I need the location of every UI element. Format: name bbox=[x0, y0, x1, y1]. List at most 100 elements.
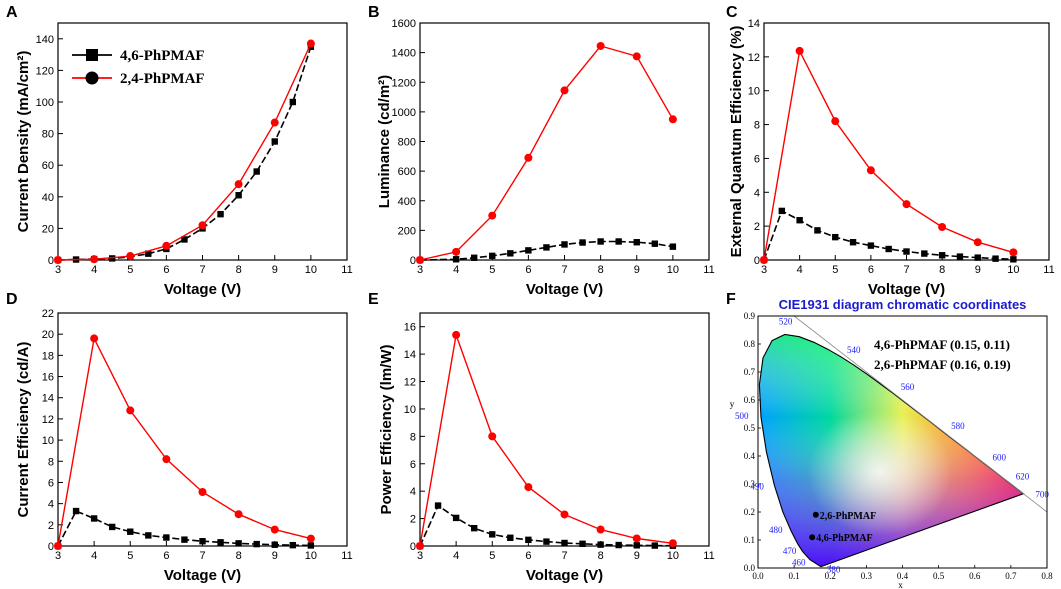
x-tick-label: 3 bbox=[55, 264, 61, 276]
x-tick-label: 11 bbox=[341, 264, 352, 276]
y-tick-label: 1400 bbox=[392, 48, 416, 60]
data-point-circle bbox=[760, 256, 768, 264]
panel-letter: D bbox=[6, 291, 18, 308]
data-point-circle bbox=[632, 534, 641, 543]
wavelength-label: 700 bbox=[1035, 490, 1049, 500]
data-point-circle bbox=[831, 117, 840, 126]
series-a bbox=[54, 507, 315, 550]
x-tick-label: 4 bbox=[91, 264, 97, 276]
data-point-square bbox=[992, 255, 999, 262]
data-point-circle bbox=[452, 330, 461, 339]
y-tick-label: 1000 bbox=[392, 107, 416, 119]
data-point-circle bbox=[270, 118, 279, 127]
x-tick-label: 7 bbox=[561, 264, 567, 276]
x-tick-label: 7 bbox=[561, 550, 567, 562]
data-point-square bbox=[289, 541, 297, 549]
data-point-square bbox=[489, 531, 496, 538]
x-tick-label: 7 bbox=[199, 550, 205, 562]
y-tick-label: 18 bbox=[42, 350, 54, 362]
x-tick-label: 4 bbox=[797, 264, 803, 276]
data-point-square bbox=[217, 539, 224, 546]
data-point-square bbox=[289, 98, 297, 106]
x-axis-label: Voltage (V) bbox=[164, 567, 241, 584]
y-tick-label: 10 bbox=[42, 435, 54, 447]
data-point-circle bbox=[270, 525, 279, 534]
data-point-square bbox=[452, 256, 460, 263]
cie-diagonal-line bbox=[793, 316, 1047, 513]
data-point-square bbox=[849, 239, 857, 246]
legend-marker-square bbox=[86, 49, 98, 61]
wavelength-label: 600 bbox=[993, 453, 1007, 463]
data-point-square bbox=[108, 523, 116, 531]
x-tick-label: 5 bbox=[832, 264, 838, 276]
x-tick-label: 11 bbox=[703, 264, 714, 276]
y-tick-label: 10 bbox=[404, 404, 416, 416]
data-point-square bbox=[199, 538, 206, 545]
data-point-circle bbox=[234, 510, 243, 519]
y-tick-label: 0.0 bbox=[744, 563, 756, 573]
panel-a: A 3 4 5 6 7 8 9 10 11 0 20 40 60 80 100 120 140 Voltage (V… bbox=[6, 4, 353, 298]
data-point-circle bbox=[596, 525, 605, 534]
data-point-circle bbox=[902, 200, 911, 209]
data-point-square bbox=[217, 210, 224, 218]
data-point-circle bbox=[306, 39, 315, 48]
y-tick-label: 600 bbox=[398, 166, 416, 178]
data-point-square bbox=[814, 227, 821, 234]
data-point-circle bbox=[632, 52, 641, 61]
data-point-square bbox=[434, 502, 442, 509]
data-point-circle bbox=[938, 222, 947, 231]
wavelength-label: 480 bbox=[769, 525, 783, 535]
plot-frame bbox=[57, 312, 348, 547]
x-tick-label: 0.3 bbox=[861, 571, 873, 581]
y-axis-label: Power Efficiency (lm/W) bbox=[378, 344, 395, 514]
plot-frame bbox=[419, 22, 710, 261]
data-point-circle bbox=[162, 241, 171, 250]
y-tick-label: 80 bbox=[42, 129, 54, 141]
data-point-square bbox=[579, 540, 586, 548]
y-tick-label: 8 bbox=[410, 431, 416, 443]
x-tick-label: 4 bbox=[91, 550, 97, 562]
y-tick-label: 100 bbox=[36, 97, 54, 109]
data-point-circle bbox=[416, 542, 424, 550]
data-point-circle bbox=[560, 86, 569, 95]
x-tick-label: 5 bbox=[127, 264, 133, 276]
data-point-circle bbox=[162, 455, 171, 464]
x-axis-label: Voltage (V) bbox=[164, 281, 241, 298]
data-point-circle bbox=[488, 211, 497, 220]
panel-f: F CIE1931 diagram chromatic coordinates 0.… bbox=[726, 291, 1053, 589]
data-point-square bbox=[921, 250, 928, 257]
data-point-circle bbox=[1009, 248, 1018, 257]
data-point-square bbox=[615, 541, 622, 549]
series-b bbox=[54, 39, 315, 264]
y-tick-label: 12 bbox=[42, 414, 54, 426]
data-point-circle bbox=[524, 483, 533, 492]
data-point-circle bbox=[488, 432, 497, 441]
data-point-circle bbox=[973, 238, 982, 247]
y-tick-label: 0.3 bbox=[744, 479, 756, 489]
x-tick-label: 10 bbox=[667, 550, 679, 562]
data-point-square bbox=[507, 534, 514, 541]
data-point-square bbox=[597, 541, 604, 548]
y-tick-label: 6 bbox=[410, 459, 416, 471]
data-point-circle bbox=[54, 542, 62, 550]
y-tick-label: 200 bbox=[398, 225, 416, 237]
y-tick-label: 2 bbox=[410, 514, 416, 526]
wavelength-label: 560 bbox=[901, 382, 915, 392]
x-tick-label: 6 bbox=[868, 264, 874, 276]
data-point-circle bbox=[416, 256, 424, 264]
panel-b: B 3 4 5 6 7 8 9 10 11 0 200 400 600 800 1000 1200 1400 160… bbox=[368, 4, 715, 298]
y-tick-label: 4 bbox=[754, 187, 760, 199]
data-point-square bbox=[669, 243, 677, 250]
cie-point-label: 4,6-PhPMAF bbox=[816, 533, 872, 544]
y-tick-label: 12 bbox=[748, 52, 760, 64]
y-axis-label: External Quantum Efficiency (%) bbox=[728, 26, 745, 258]
y-tick-label: 0.5 bbox=[744, 423, 756, 433]
data-point-square bbox=[181, 236, 188, 243]
x-tick-label: 10 bbox=[305, 264, 317, 276]
data-point-square bbox=[235, 540, 242, 547]
x-tick-label: 3 bbox=[761, 264, 767, 276]
series-line bbox=[57, 43, 312, 261]
series-b bbox=[416, 41, 677, 264]
y-tick-label: 0.8 bbox=[744, 339, 756, 349]
x-axis-label: Voltage (V) bbox=[526, 567, 603, 584]
